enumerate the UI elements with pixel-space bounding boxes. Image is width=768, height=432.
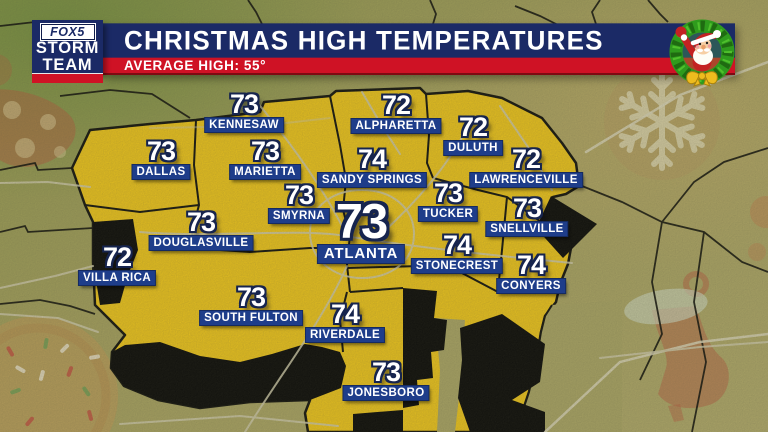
logo-storm-text: STORM bbox=[35, 39, 100, 57]
fox5-badge: FOX5 bbox=[40, 24, 95, 40]
logo-team-text: TEAM bbox=[42, 56, 93, 74]
banner-subtitle: AVERAGE HIGH: 55° bbox=[103, 57, 735, 75]
logo-red-stripe bbox=[32, 73, 103, 83]
santa-wreath-icon bbox=[669, 19, 735, 87]
header-banner: CHRISTMAS HIGH TEMPERATURES AVERAGE HIGH… bbox=[103, 23, 735, 75]
banner-title: CHRISTMAS HIGH TEMPERATURES bbox=[103, 23, 735, 58]
fox5-storm-team-logo: FOX5 STORM TEAM bbox=[32, 20, 103, 83]
